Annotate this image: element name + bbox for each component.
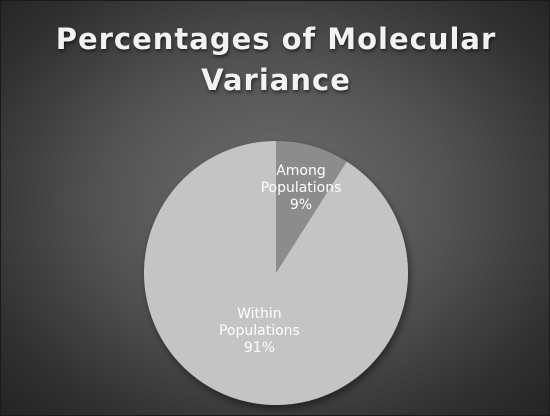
- chart-title: Percentages of Molecular Variance: [1, 19, 549, 101]
- slice-label-among-populations: Among Populations 9%: [261, 163, 342, 213]
- slice-value-label: 91%: [244, 340, 275, 356]
- pie-slice-within-populations: [143, 141, 408, 405]
- slice-name-line: Among: [276, 163, 326, 179]
- chart-title-line-1: Percentages of Molecular: [55, 22, 497, 56]
- pie-slice-among-populations: [276, 141, 347, 273]
- slice-value-label: 9%: [290, 197, 312, 213]
- slice-name-line: Within: [237, 306, 282, 322]
- slice-name-line: Populations: [219, 323, 300, 339]
- slice-label-within-populations: Within Populations 91%: [219, 306, 300, 356]
- chart-title-line-2: Variance: [201, 63, 351, 97]
- slice-name-line: Populations: [261, 180, 342, 196]
